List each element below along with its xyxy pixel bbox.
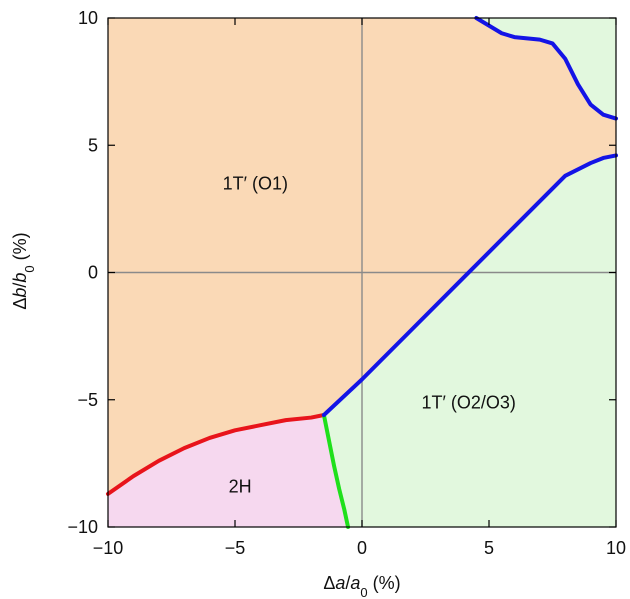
x-tick-label: −10 xyxy=(93,538,124,558)
zero-reference-lines xyxy=(108,18,616,527)
x-tick-label: 5 xyxy=(484,538,494,558)
boundary-2h-o2-o3 xyxy=(321,413,351,529)
label-2h: 2H xyxy=(229,476,252,496)
x-tick-label: 0 xyxy=(357,538,367,558)
label-1t-prime-o1: 1T′ (O1) xyxy=(223,173,288,193)
boundary-o1-o2-o3-upper xyxy=(474,16,618,121)
y-tick-label: 0 xyxy=(88,263,98,283)
y-axis-label: Δb/b0 (%) xyxy=(10,232,37,309)
x-tick-label: 10 xyxy=(606,538,626,558)
y-tick-label: −10 xyxy=(67,517,98,537)
y-tick-label: 10 xyxy=(78,8,98,28)
x-axis-label: Δa/a0 (%) xyxy=(323,573,400,599)
y-tick-label: 5 xyxy=(88,135,98,155)
boundary-o1-o2-o3 xyxy=(321,153,618,418)
phase-boundaries xyxy=(106,16,618,529)
region-2h xyxy=(108,415,349,527)
axis-ticks: −10 −5 0 5 10 −10 −5 0 5 10 xyxy=(67,8,626,558)
label-1t-prime-o2-o3: 1T′ (O2/O3) xyxy=(421,392,515,412)
region-1t-prime-o2-o3 xyxy=(323,155,616,527)
boundary-2h-o1 xyxy=(106,413,326,496)
region-labels: 1T′ (O1) 1T′ (O2/O3) 2H xyxy=(223,173,516,496)
region-1t-prime-o2-o3-upper xyxy=(476,18,616,119)
y-tick-label: −5 xyxy=(77,390,98,410)
x-tick-label: −5 xyxy=(225,538,246,558)
